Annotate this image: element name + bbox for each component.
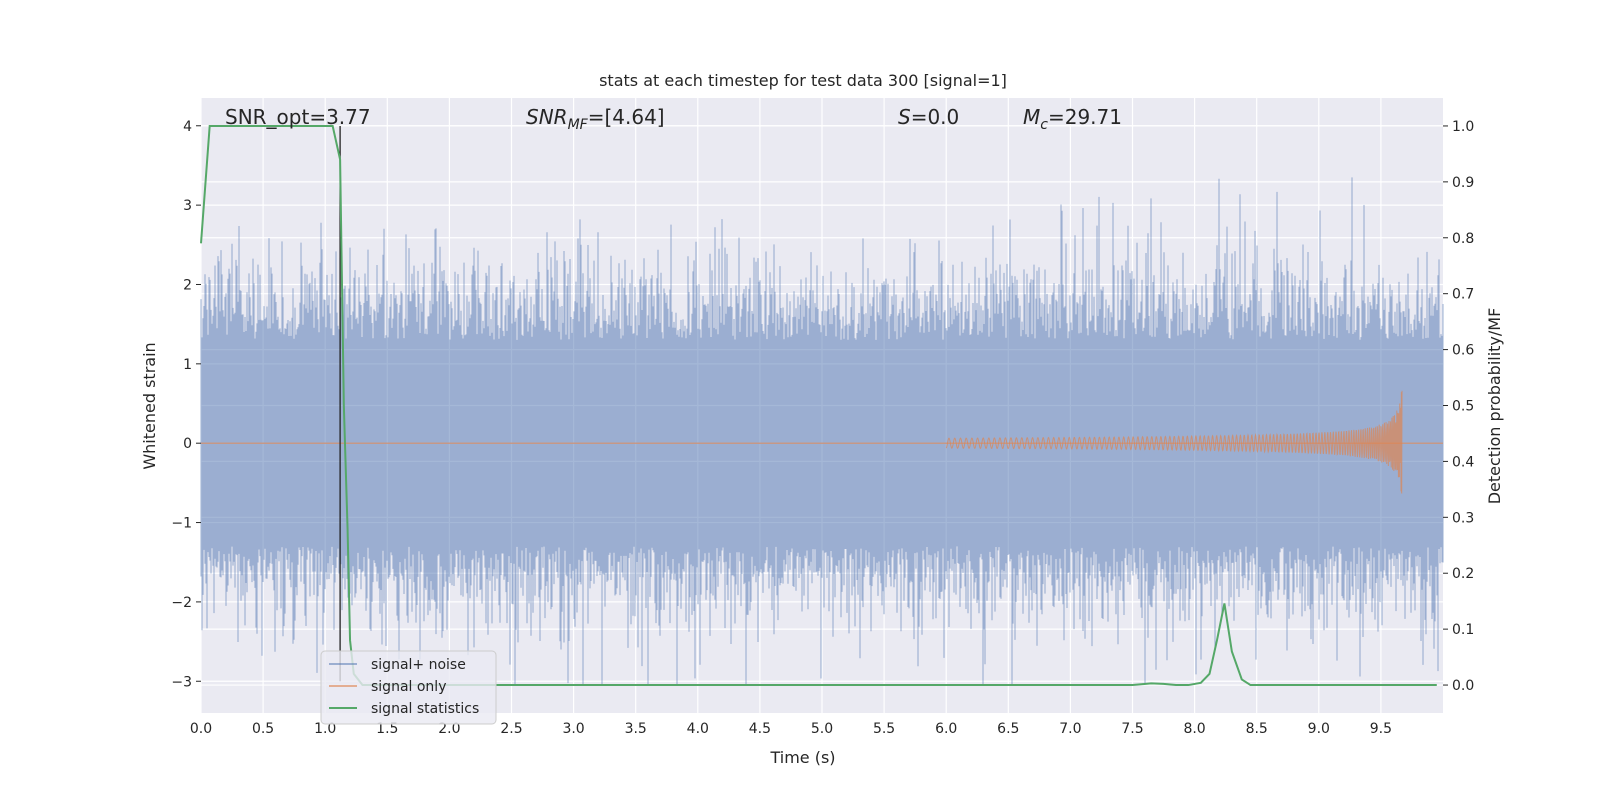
y-left-tick-label: −3	[171, 674, 192, 690]
y-axis-left-ticks: −3 −2 −1 0 1 2 3 4	[171, 119, 201, 690]
x-tick-label: 3.0	[562, 721, 584, 737]
annotation-snr-opt: SNR_opt=3.77	[225, 105, 371, 129]
signal-noise-trace	[200, 177, 1444, 686]
x-tick-label: 8.5	[1246, 721, 1268, 737]
legend-box	[320, 650, 497, 725]
y-right-tick-label: 1.0	[1452, 119, 1474, 135]
x-tick-label: 1.0	[314, 721, 336, 737]
y-right-tick-label: 0.3	[1452, 510, 1474, 526]
y-left-tick-label: 3	[183, 198, 192, 214]
annotation-s: S=0.0	[898, 105, 959, 129]
y-left-tick-label: 2	[183, 277, 192, 293]
x-tick-label: 3.5	[625, 721, 647, 737]
y-right-tick-label: 0.1	[1452, 622, 1474, 638]
legend-label-signal-statistics: signal statistics	[371, 701, 479, 717]
y-axis-right-label: Detection probability/MF	[1485, 308, 1504, 505]
y-left-tick-label: −2	[171, 595, 192, 611]
x-tick-label: 1.5	[376, 721, 398, 737]
x-tick-label: 2.0	[438, 721, 460, 737]
annotation-mc: Mc=29.71	[1023, 105, 1122, 133]
x-tick-label: 8.0	[1183, 721, 1205, 737]
x-tick-label: 5.0	[811, 721, 833, 737]
legend-label-signal-noise: signal+ noise	[371, 657, 466, 673]
y-right-tick-label: 0.7	[1452, 287, 1474, 303]
x-tick-label: 5.5	[873, 721, 895, 737]
y-right-tick-label: 0.2	[1452, 566, 1474, 582]
x-tick-label: 6.0	[935, 721, 957, 737]
y-right-tick-label: 0.8	[1452, 231, 1474, 247]
x-tick-label: 2.5	[500, 721, 522, 737]
signal-statistics-line	[200, 124, 1437, 687]
x-tick-label: 7.5	[1121, 721, 1143, 737]
y-axis-right-ticks: 0.0 0.1 0.2 0.3 0.4 0.5 0.6 0.7 0.8 0.9 1.0	[1443, 119, 1474, 694]
x-axis-ticks: 0.0 0.5 1.0 1.5 2.0 2.5 3.0 3.5 4.0 4.5 5.0 5.5 6.0 6…	[190, 721, 1392, 737]
chart-title: stats at each timestep for test data 300…	[599, 71, 1007, 90]
y-right-tick-label: 0.6	[1452, 343, 1474, 359]
series-signal-noise	[200, 177, 1444, 686]
x-tick-label: 4.5	[749, 721, 771, 737]
x-tick-label: 9.5	[1370, 721, 1392, 737]
y-left-tick-label: 4	[183, 119, 192, 135]
x-tick-label: 0.0	[190, 721, 212, 737]
y-left-tick-label: 0	[183, 436, 192, 452]
y-right-tick-label: 0.9	[1452, 175, 1474, 191]
x-tick-label: 9.0	[1308, 721, 1330, 737]
signal-only-chirp	[945, 390, 1403, 494]
x-tick-label: 4.0	[687, 721, 709, 737]
y-axis-left-label: Whitened strain	[140, 342, 159, 469]
y-left-tick-label: −1	[171, 516, 192, 532]
x-tick-label: 6.5	[997, 721, 1019, 737]
x-axis-label: Time (s)	[769, 748, 835, 767]
series-signal-only	[201, 390, 1443, 494]
x-tick-label: 7.0	[1059, 721, 1081, 737]
legend-label-signal-only: signal only	[371, 679, 446, 695]
y-right-tick-label: 0.0	[1452, 678, 1474, 694]
y-right-tick-label: 0.5	[1452, 399, 1474, 415]
annotation-snr-mf: SNRMF=[4.64]	[526, 105, 665, 133]
x-tick-label: 0.5	[252, 721, 274, 737]
series-signal-statistics	[200, 124, 1437, 687]
y-left-tick-label: 1	[183, 357, 192, 373]
legend: signal+ noise signal only signal statist…	[320, 650, 497, 725]
y-right-tick-label: 0.4	[1452, 454, 1474, 470]
